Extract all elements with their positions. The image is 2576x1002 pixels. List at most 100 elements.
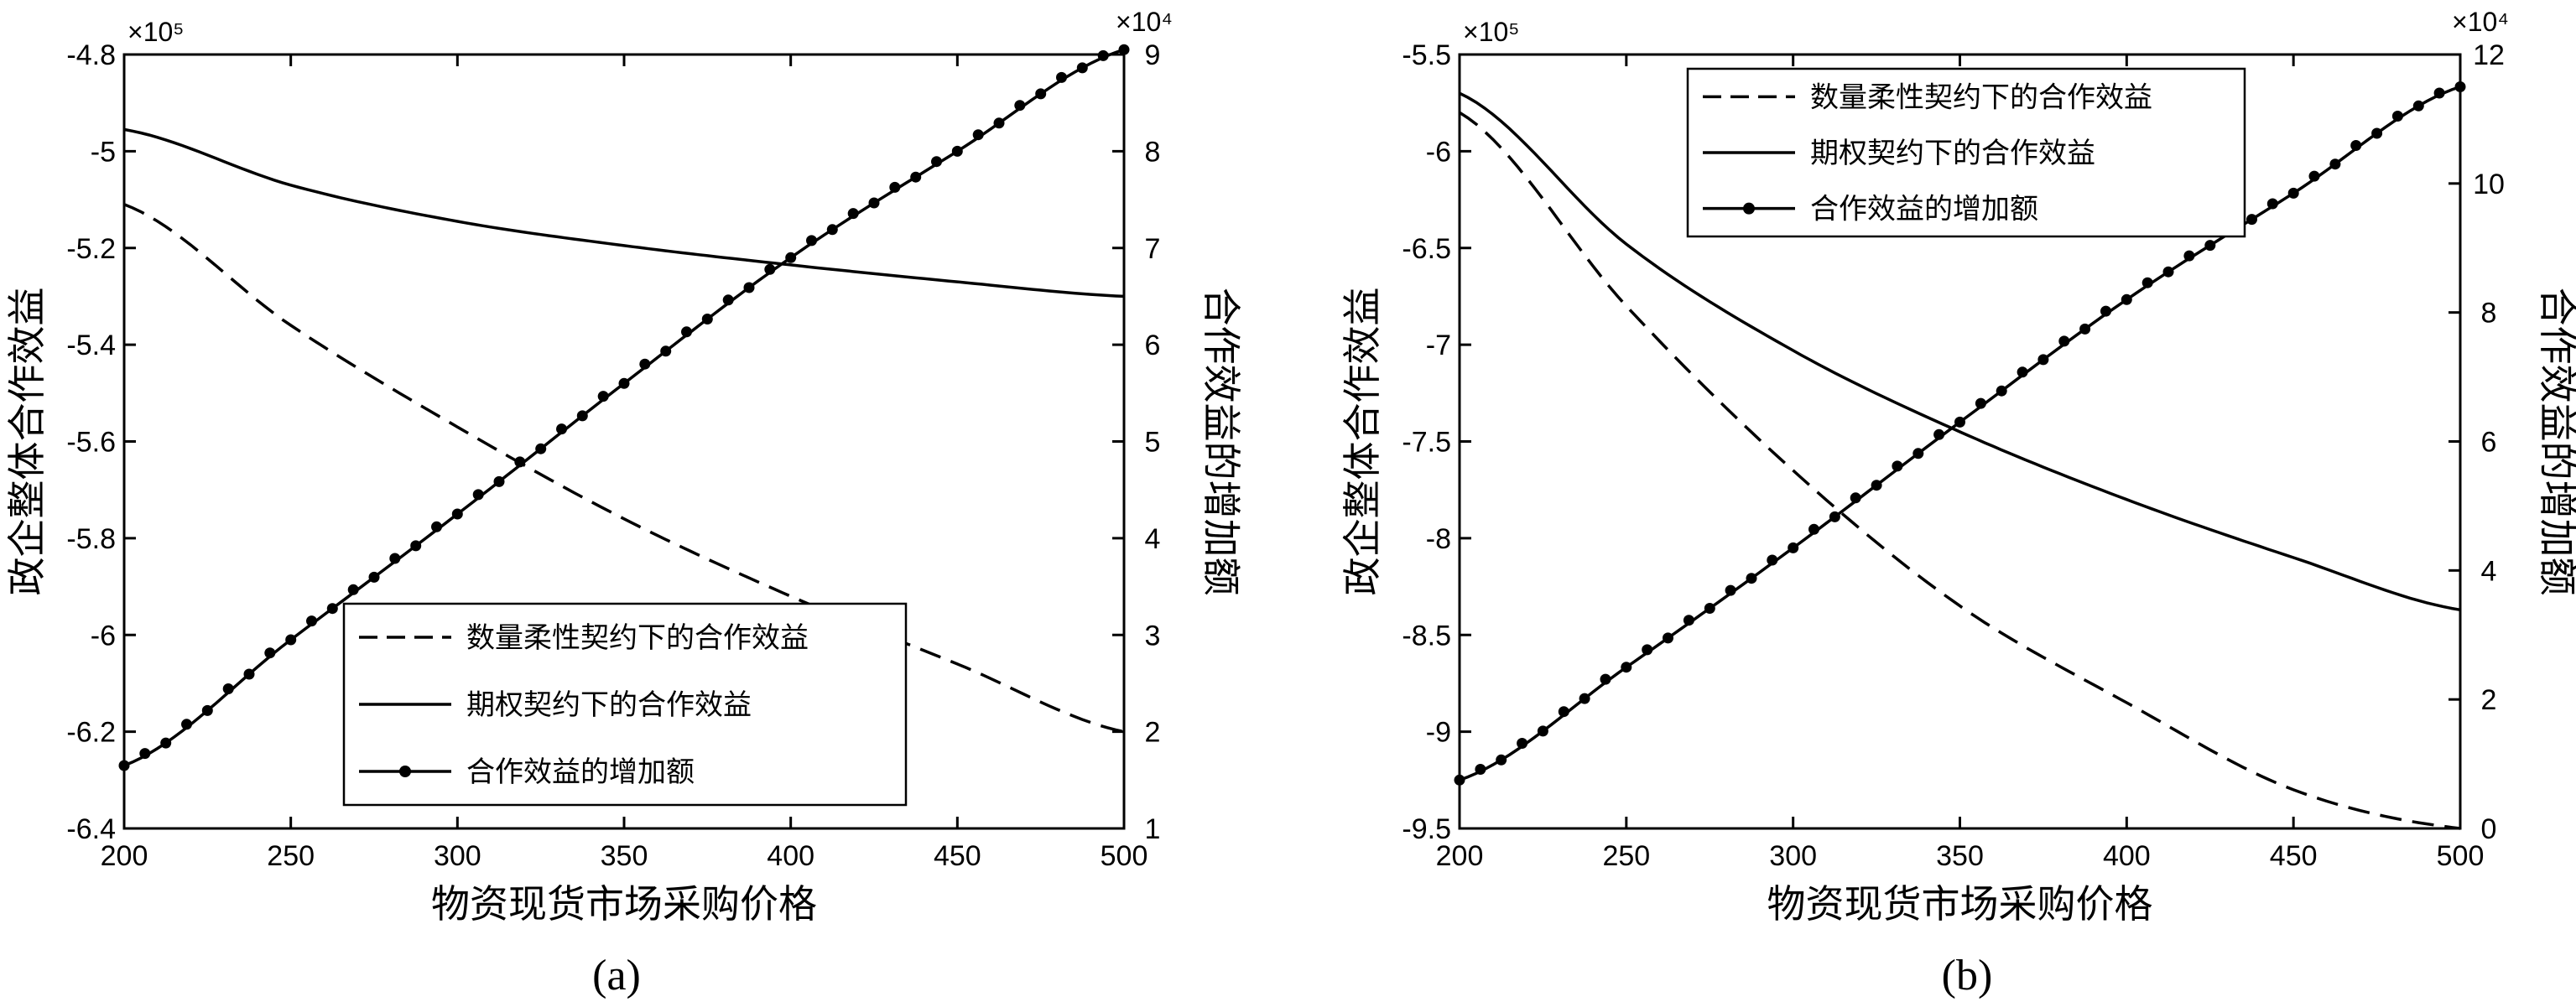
y-left-tick-label: -8.5	[1402, 620, 1451, 652]
data-point	[514, 456, 526, 468]
data-point	[556, 423, 567, 435]
data-point	[2037, 354, 2049, 366]
data-point	[2266, 198, 2278, 210]
data-point	[2371, 127, 2383, 139]
y-right-tick-label: 12	[2473, 39, 2505, 71]
legend-entry: 合作效益的增加额	[466, 755, 695, 789]
x-tick-label: 200	[101, 840, 148, 872]
x-tick-label: 300	[434, 840, 481, 872]
data-point	[910, 171, 922, 183]
data-point	[931, 156, 942, 168]
data-point	[1850, 492, 1861, 504]
x-axis-title: 物资现货市场采购价格	[431, 881, 817, 927]
y-left-tick-label: -5.6	[66, 427, 116, 459]
y-left-tick-label: -5.4	[66, 330, 116, 361]
data-point	[2079, 323, 2091, 335]
y-right-tick-label: 4	[1145, 523, 1161, 555]
data-point	[2287, 187, 2299, 199]
legend-entry: 数量柔性契约下的合作效益	[1810, 80, 2152, 114]
y-right-multiplier: ×10⁴	[1116, 7, 1173, 37]
data-point	[264, 647, 276, 659]
data-point	[243, 668, 255, 680]
y-right-axis-title: 合作效益的增加额	[1199, 288, 1244, 596]
data-point	[2391, 111, 2403, 122]
data-point	[222, 683, 234, 694]
y-right-tick-label: 8	[1145, 136, 1161, 168]
data-point	[347, 584, 359, 595]
data-point	[1056, 71, 1067, 83]
data-point	[1683, 615, 1694, 626]
x-tick-label: 450	[934, 840, 981, 872]
data-point	[951, 145, 963, 157]
data-point	[2017, 366, 2028, 378]
y-left-tick-label: -9	[1426, 717, 1451, 749]
series-markers	[118, 44, 1130, 771]
y-left-tick-label: -6.4	[66, 813, 116, 845]
data-point	[1496, 754, 1507, 766]
data-point	[2121, 293, 2132, 305]
y-right-tick-label: 6	[1145, 330, 1161, 361]
data-point	[472, 489, 484, 501]
y-right-tick-label: 6	[2481, 427, 2497, 459]
data-point	[306, 615, 317, 627]
data-point	[451, 508, 463, 520]
y-right-tick-label: 2	[2481, 684, 2497, 716]
panel-caption: (b)	[1942, 952, 1993, 999]
data-point	[201, 704, 213, 716]
data-point	[1621, 662, 1632, 673]
data-point	[1954, 416, 1965, 428]
x-tick-label: 500	[1101, 840, 1148, 872]
data-point	[1035, 88, 1047, 100]
data-point	[1996, 385, 2007, 397]
data-point	[2246, 214, 2257, 226]
legend-entry: 期权契约下的合作效益	[1810, 137, 2095, 170]
y-left-tick-label: -9.5	[1402, 813, 1451, 845]
y-left-tick-label: -6	[1426, 136, 1451, 168]
x-tick-label: 400	[2103, 840, 2151, 872]
data-point	[868, 197, 880, 209]
data-point	[847, 208, 859, 220]
data-point	[160, 737, 172, 749]
x-tick-label: 450	[2270, 840, 2318, 872]
data-point	[660, 345, 672, 357]
x-tick-label: 250	[1602, 840, 1650, 872]
legend-entry: 数量柔性契约下的合作效益	[466, 621, 809, 655]
data-point	[2329, 158, 2341, 170]
chart-panel-b: 200 250 300 350 400 450 500 -9.5 -9 -8.5 -8 -7.5 -7 -…	[1340, 7, 2576, 999]
y-right-axis-title: 合作效益的增加额	[2535, 288, 2576, 596]
x-tick-label: 350	[1936, 840, 1984, 872]
data-point	[993, 117, 1005, 129]
data-point	[1642, 644, 1653, 656]
x-tick-label: 300	[1769, 840, 1817, 872]
y-left-axis-title: 政企整体合作效益	[1340, 288, 1385, 596]
data-point	[826, 224, 838, 236]
y-right-tick-label: 0	[2481, 813, 2497, 845]
data-point	[493, 475, 505, 487]
legend-entry: 期权契约下的合作效益	[466, 688, 752, 722]
data-point	[1788, 542, 1799, 553]
y-left-tick-label: -6.2	[66, 717, 116, 749]
data-point	[597, 391, 609, 402]
data-point	[743, 282, 755, 293]
data-point	[722, 294, 734, 306]
chart-panel-a: 200 250 300 350 400 450 500 -6.4 -6.2 -6 -5.8 -5.6 -…	[4, 7, 1244, 999]
y-left-tick-label: -7.5	[1402, 427, 1451, 459]
y-right-tick-label: 1	[1145, 813, 1161, 845]
y-left-multiplier: ×10⁵	[1463, 17, 1520, 47]
data-point	[2058, 335, 2070, 347]
data-point	[2308, 170, 2320, 182]
data-point	[1600, 673, 1611, 685]
y-right-tick-label: 7	[1145, 233, 1161, 265]
y-left-tick-label: -4.8	[66, 39, 116, 71]
data-point	[368, 571, 380, 583]
data-point	[1871, 480, 1882, 491]
data-point	[889, 181, 901, 193]
data-point	[1829, 511, 1840, 522]
data-point	[1579, 693, 1590, 704]
y-left-tick-label: -6	[91, 620, 116, 652]
data-point	[2204, 240, 2216, 252]
y-right-tick-label: 9	[1145, 39, 1161, 71]
